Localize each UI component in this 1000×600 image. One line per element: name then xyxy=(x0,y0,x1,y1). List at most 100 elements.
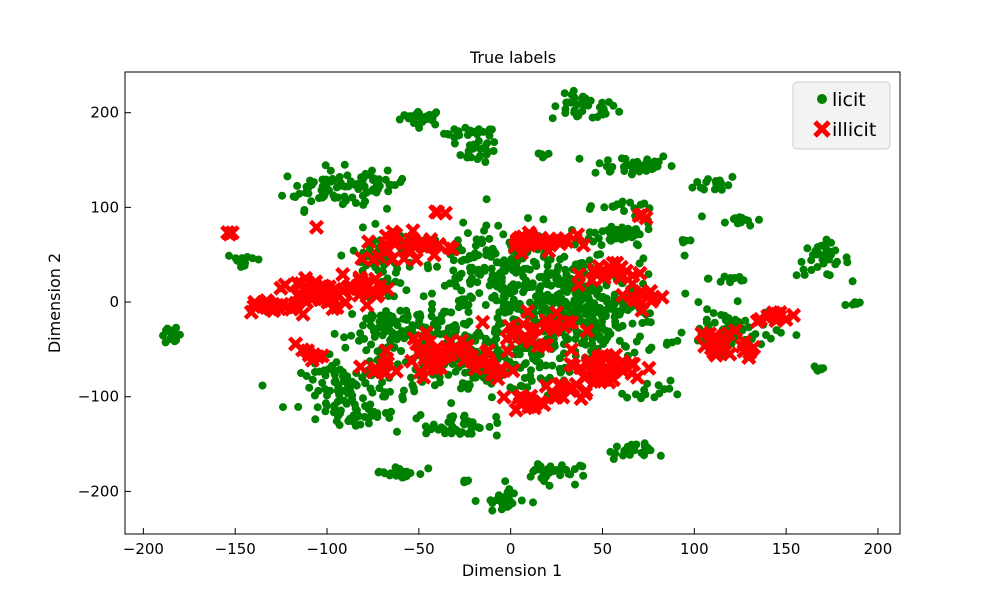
licit-point xyxy=(581,340,590,349)
licit-point xyxy=(456,151,465,160)
illicit-point xyxy=(641,360,657,376)
legend-illicit-label: illicit xyxy=(832,119,876,141)
illicit-point xyxy=(515,316,531,332)
licit-point xyxy=(311,368,319,376)
licit-point xyxy=(387,407,395,416)
licit-point xyxy=(544,149,553,158)
licit-point xyxy=(636,166,645,174)
licit-point xyxy=(423,261,432,270)
illicit-point xyxy=(631,208,647,224)
licit-point xyxy=(466,126,475,135)
licit-point xyxy=(555,364,564,373)
licit-point xyxy=(503,288,512,296)
licit-point xyxy=(666,376,675,385)
illicit-point xyxy=(271,301,287,317)
licit-point xyxy=(545,481,554,490)
licit-point xyxy=(283,172,292,181)
licit-point xyxy=(636,332,644,341)
licit-point xyxy=(716,277,725,286)
licit-point xyxy=(383,166,392,175)
licit-point xyxy=(792,331,801,340)
licit-point xyxy=(427,305,436,314)
licit-point xyxy=(587,202,595,211)
licit-point xyxy=(352,381,361,390)
licit-point xyxy=(452,131,461,140)
licit-point xyxy=(473,130,482,139)
licit-point xyxy=(357,173,366,182)
illicit-point xyxy=(588,367,604,383)
licit-point xyxy=(441,427,449,436)
licit-point xyxy=(499,257,508,265)
licit-point xyxy=(702,178,711,186)
licit-point xyxy=(551,102,560,111)
licit-point xyxy=(396,306,405,315)
licit-point xyxy=(620,342,629,350)
licit-point xyxy=(501,477,510,486)
licit-point xyxy=(615,107,624,116)
licit-point xyxy=(813,365,821,374)
illicit-point xyxy=(384,251,400,267)
licit-point xyxy=(553,267,561,276)
illicit-point xyxy=(785,307,802,323)
licit-point xyxy=(341,343,350,352)
licit-point xyxy=(541,361,550,370)
licit-point xyxy=(466,267,475,276)
licit-point xyxy=(474,251,483,260)
licit-point xyxy=(330,329,339,338)
licit-point xyxy=(633,228,642,237)
licit-point xyxy=(321,161,330,170)
licit-point xyxy=(694,298,703,307)
licit-point xyxy=(585,256,594,265)
licit-point xyxy=(416,470,425,479)
licit-point xyxy=(321,371,330,380)
licit-point xyxy=(414,120,423,129)
illicit-point xyxy=(367,271,384,287)
licit-point xyxy=(279,403,287,412)
licit-point xyxy=(575,262,584,270)
licit-point xyxy=(590,228,599,237)
y-tick-label: 0 xyxy=(109,293,119,311)
licit-point xyxy=(831,246,840,255)
licit-point xyxy=(492,431,501,440)
illicit-point xyxy=(354,250,370,266)
licit-point xyxy=(412,414,421,423)
licit-point xyxy=(626,198,635,207)
licit-point xyxy=(527,376,536,385)
licit-point xyxy=(628,319,637,328)
licit-point xyxy=(308,375,317,384)
licit-point xyxy=(601,109,610,118)
licit-point xyxy=(313,403,322,412)
licit-point xyxy=(574,111,583,120)
licit-point xyxy=(807,256,816,265)
illicit-point xyxy=(522,331,538,347)
illicit-point xyxy=(615,287,631,303)
illicit-point xyxy=(493,360,509,376)
licit-point xyxy=(524,214,532,223)
licit-point xyxy=(741,316,750,325)
licit-point xyxy=(766,334,775,343)
licit-point xyxy=(731,315,740,324)
illicit-point xyxy=(722,346,738,362)
licit-point xyxy=(821,249,830,258)
licit-point xyxy=(487,125,496,134)
licit-point xyxy=(322,401,331,410)
licit-point xyxy=(485,234,494,243)
licit-point xyxy=(677,328,686,337)
illicit-point xyxy=(299,281,315,297)
licit-point xyxy=(362,346,371,355)
licit-point xyxy=(328,361,336,370)
licit-point xyxy=(449,256,458,265)
licit-point xyxy=(359,321,367,330)
licit-point xyxy=(607,222,616,231)
licit-point xyxy=(600,203,609,212)
licit-point xyxy=(452,282,461,291)
licit-point xyxy=(575,154,584,163)
illicit-point xyxy=(480,343,496,359)
illicit-point xyxy=(415,341,432,357)
licit-point xyxy=(365,315,374,324)
licit-point xyxy=(336,365,344,374)
illicit-point xyxy=(632,265,648,281)
licit-point xyxy=(371,219,380,228)
x-tick-label: 150 xyxy=(772,540,801,558)
